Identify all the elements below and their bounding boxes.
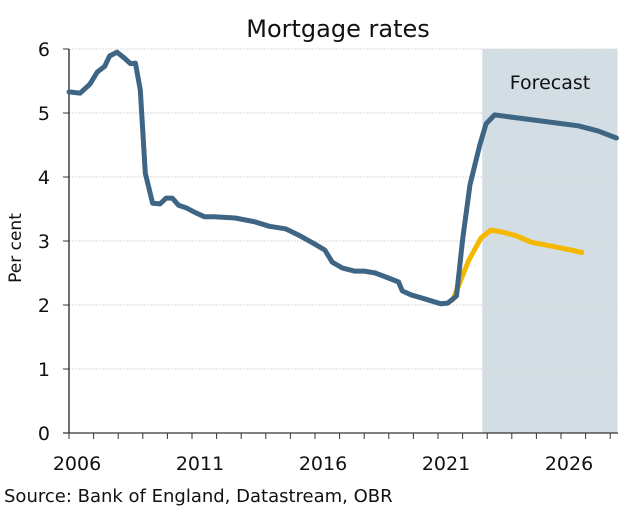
gridlines — [69, 48, 618, 370]
x-tick-label: 2026 — [545, 453, 593, 475]
y-tick-label: 0 — [38, 423, 50, 445]
source-note: Source: Bank of England, Datastream, OBR — [4, 486, 393, 507]
y-tick-label: 3 — [38, 231, 50, 253]
y-tick-label: 2 — [38, 295, 50, 317]
forecast-annotation: Forecast — [510, 72, 590, 94]
y-axis-label: Per cent — [6, 213, 26, 283]
y-axis-ticks: 0 1 2 3 4 5 6 — [38, 39, 69, 445]
series-line-1 — [66, 49, 619, 307]
x-tick-label: 2016 — [299, 453, 347, 475]
series-line-2 — [450, 227, 585, 303]
y-tick-label: 6 — [38, 39, 50, 61]
x-tick-label: 2021 — [422, 453, 470, 475]
y-tick-label: 5 — [38, 103, 50, 125]
x-axis-ticks: 2006 2011 2016 2021 2026 — [53, 433, 611, 475]
x-tick-label: 2011 — [176, 453, 224, 475]
y-tick-label: 4 — [38, 167, 50, 189]
series-group — [66, 49, 619, 307]
y-tick-label: 1 — [38, 359, 50, 381]
chart-title: Mortgage rates — [246, 15, 430, 43]
x-tick-label: 2006 — [53, 453, 101, 475]
